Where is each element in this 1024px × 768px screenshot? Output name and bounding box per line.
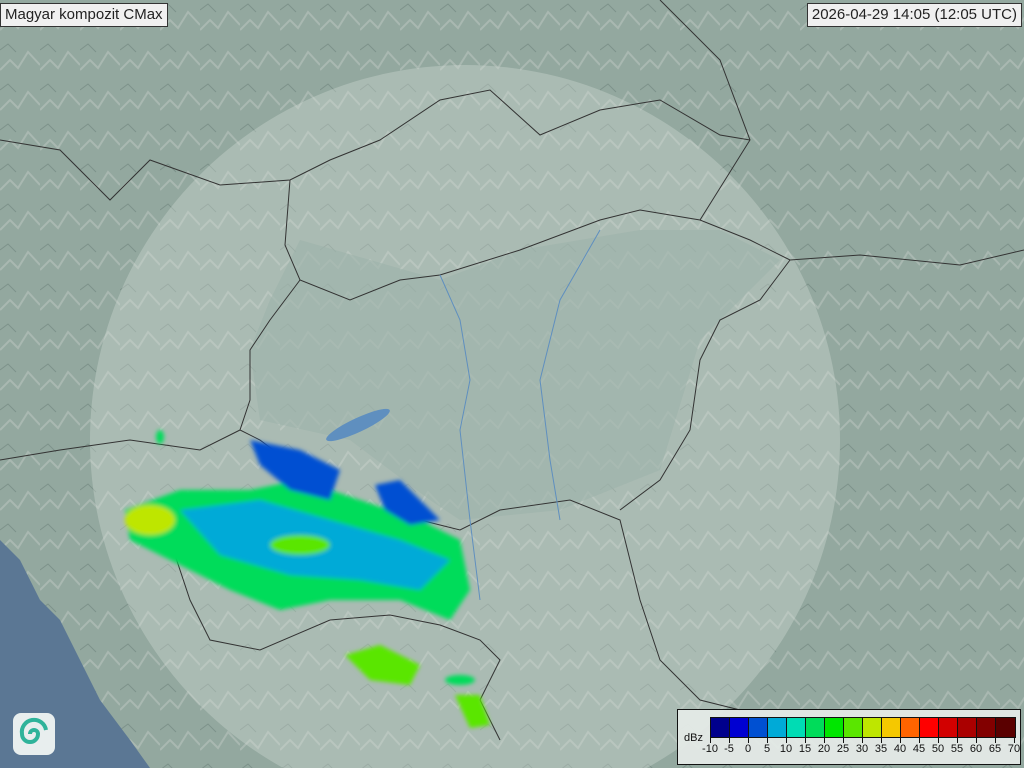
legend-unit: dBz — [684, 732, 703, 744]
legend-tick-label: 15 — [798, 743, 812, 755]
radar-echoes — [125, 430, 490, 728]
legend-tick — [710, 737, 711, 743]
legend-tick — [976, 737, 977, 743]
legend-tick-label: 65 — [988, 743, 1002, 755]
legend-swatch — [825, 718, 844, 737]
legend-swatch — [996, 718, 1015, 737]
legend-tick — [862, 737, 863, 743]
legend-swatch — [863, 718, 882, 737]
legend-tick-label: 20 — [817, 743, 831, 755]
legend-swatch — [730, 718, 749, 737]
hungary-area — [250, 230, 780, 520]
legend-tick — [881, 737, 882, 743]
legend-tick — [767, 737, 768, 743]
rivers — [439, 229, 601, 601]
legend-tick-label: 60 — [969, 743, 983, 755]
legend-tick-label: 45 — [912, 743, 926, 755]
legend-tick-label: 55 — [950, 743, 964, 755]
legend-swatch — [768, 718, 787, 737]
legend-swatch — [958, 718, 977, 737]
legend-swatch — [711, 718, 730, 737]
legend-swatch — [920, 718, 939, 737]
legend-tick-label: 25 — [836, 743, 850, 755]
legend-tick-label: 50 — [931, 743, 945, 755]
legend-tick-label: 0 — [744, 743, 752, 755]
product-title: Magyar kompozit CMax — [0, 3, 168, 27]
legend-swatch — [901, 718, 920, 737]
legend-tick — [995, 737, 996, 743]
legend-tick — [1014, 737, 1015, 743]
dbz-legend: dBz -10 -5 0 5 10 15 20 25 30 35 40 45 50 55 60 65 70 — [677, 709, 1021, 765]
legend-tick — [805, 737, 806, 743]
legend-swatch — [806, 718, 825, 737]
legend-tick-label: 70 — [1007, 743, 1021, 755]
legend-tick — [824, 737, 825, 743]
adriatic-sea — [0, 540, 150, 768]
legend-tick-label: 30 — [855, 743, 869, 755]
legend-tick — [729, 737, 730, 743]
legend-tick-label: 40 — [893, 743, 907, 755]
timestamp: 2026-04-29 14:05 (12:05 UTC) — [806, 3, 1022, 27]
logo — [13, 713, 55, 755]
legend-tick — [938, 737, 939, 743]
legend-swatch — [882, 718, 901, 737]
legend-tick-label: -10 — [702, 743, 718, 755]
legend-color-bar — [710, 717, 1016, 738]
legend-tick — [748, 737, 749, 743]
swirl-logo-icon — [19, 717, 48, 744]
lake-balaton — [326, 408, 390, 442]
legend-tick-label: 35 — [874, 743, 888, 755]
legend-swatch — [939, 718, 958, 737]
legend-tick — [900, 737, 901, 743]
legend-swatch — [787, 718, 806, 737]
legend-tick — [919, 737, 920, 743]
legend-tick — [786, 737, 787, 743]
legend-tick — [957, 737, 958, 743]
legend-swatch — [749, 718, 768, 737]
legend-tick-label: -5 — [724, 743, 734, 755]
legend-tick-label: 5 — [763, 743, 771, 755]
legend-swatch — [977, 718, 996, 737]
legend-swatch — [844, 718, 863, 737]
legend-tick — [843, 737, 844, 743]
legend-tick-label: 10 — [779, 743, 793, 755]
